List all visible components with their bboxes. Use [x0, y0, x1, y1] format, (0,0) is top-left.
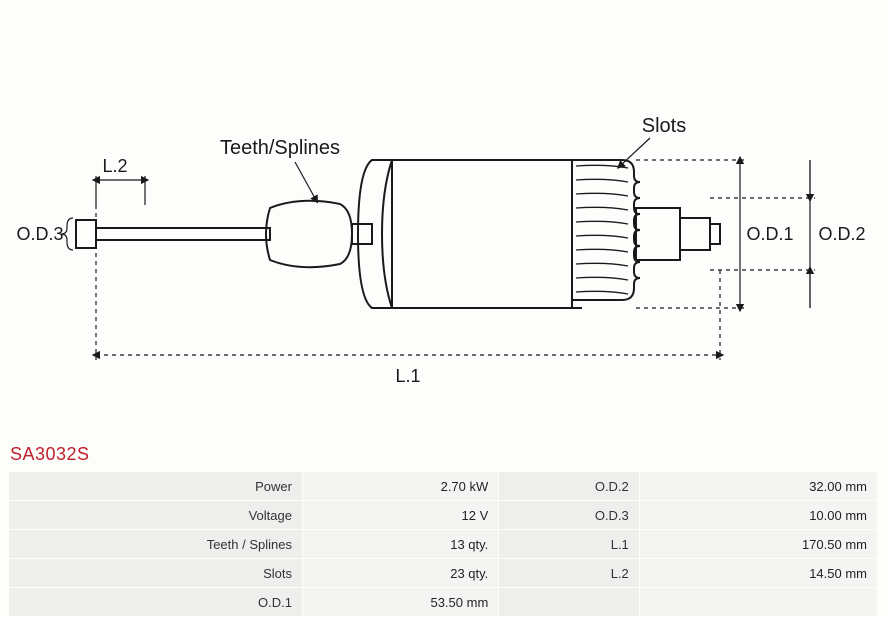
- armature-core-icon: [358, 160, 582, 308]
- spec-value: 53.50 mm: [303, 588, 498, 616]
- spec-label: Teeth / Splines: [9, 530, 302, 558]
- spec-label: O.D.3: [499, 501, 639, 529]
- label-OD2: O.D.2: [818, 224, 865, 244]
- spec-value: 23 qty.: [303, 559, 498, 587]
- spec-value: 32.00 mm: [640, 472, 877, 500]
- spec-value: [640, 588, 877, 616]
- table-row: Teeth / Splines13 qty.L.1170.50 mm: [9, 530, 877, 558]
- label-OD3: O.D.3: [16, 224, 63, 244]
- spec-label: L.2: [499, 559, 639, 587]
- spec-value: 12 V: [303, 501, 498, 529]
- spec-label: L.1: [499, 530, 639, 558]
- table-row: Power2.70 kWO.D.232.00 mm: [9, 472, 877, 500]
- table-row: Voltage12 VO.D.310.00 mm: [9, 501, 877, 529]
- label-slots: Slots: [642, 115, 686, 137]
- label-L1: L.1: [395, 366, 420, 386]
- spec-label: O.D.2: [499, 472, 639, 500]
- spec-label: Power: [9, 472, 302, 500]
- label-teeth: Teeth/Splines: [220, 137, 340, 159]
- spec-label: Slots: [9, 559, 302, 587]
- armature-diagram: L.1 L.2 O.D.3 Teeth/Splines: [0, 0, 889, 440]
- spec-value: 13 qty.: [303, 530, 498, 558]
- spec-label: Voltage: [9, 501, 302, 529]
- part-number: SA3032S: [10, 444, 889, 465]
- spec-table: Power2.70 kWO.D.232.00 mmVoltage12 VO.D.…: [8, 471, 878, 617]
- teeth-splines-icon: [266, 201, 352, 267]
- label-OD1: O.D.1: [746, 224, 793, 244]
- spec-value: 170.50 mm: [640, 530, 877, 558]
- spec-label: O.D.1: [9, 588, 302, 616]
- commutator-slots-icon: [572, 160, 640, 300]
- spec-label: [499, 588, 639, 616]
- table-row: O.D.153.50 mm: [9, 588, 877, 616]
- spec-value: 10.00 mm: [640, 501, 877, 529]
- table-row: Slots23 qty.L.214.50 mm: [9, 559, 877, 587]
- spec-value: 2.70 kW: [303, 472, 498, 500]
- label-L2: L.2: [102, 156, 127, 176]
- spec-value: 14.50 mm: [640, 559, 877, 587]
